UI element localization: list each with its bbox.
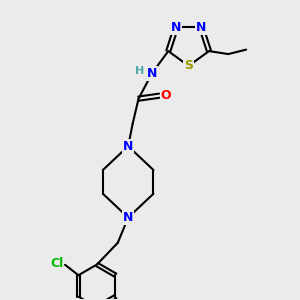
Text: Cl: Cl	[50, 257, 63, 270]
Text: N: N	[123, 211, 133, 224]
Text: H: H	[135, 66, 144, 76]
Text: N: N	[196, 21, 206, 34]
Text: S: S	[184, 59, 193, 72]
Text: N: N	[123, 140, 133, 153]
Text: N: N	[147, 67, 157, 80]
Text: O: O	[160, 89, 171, 102]
Text: N: N	[171, 21, 181, 34]
